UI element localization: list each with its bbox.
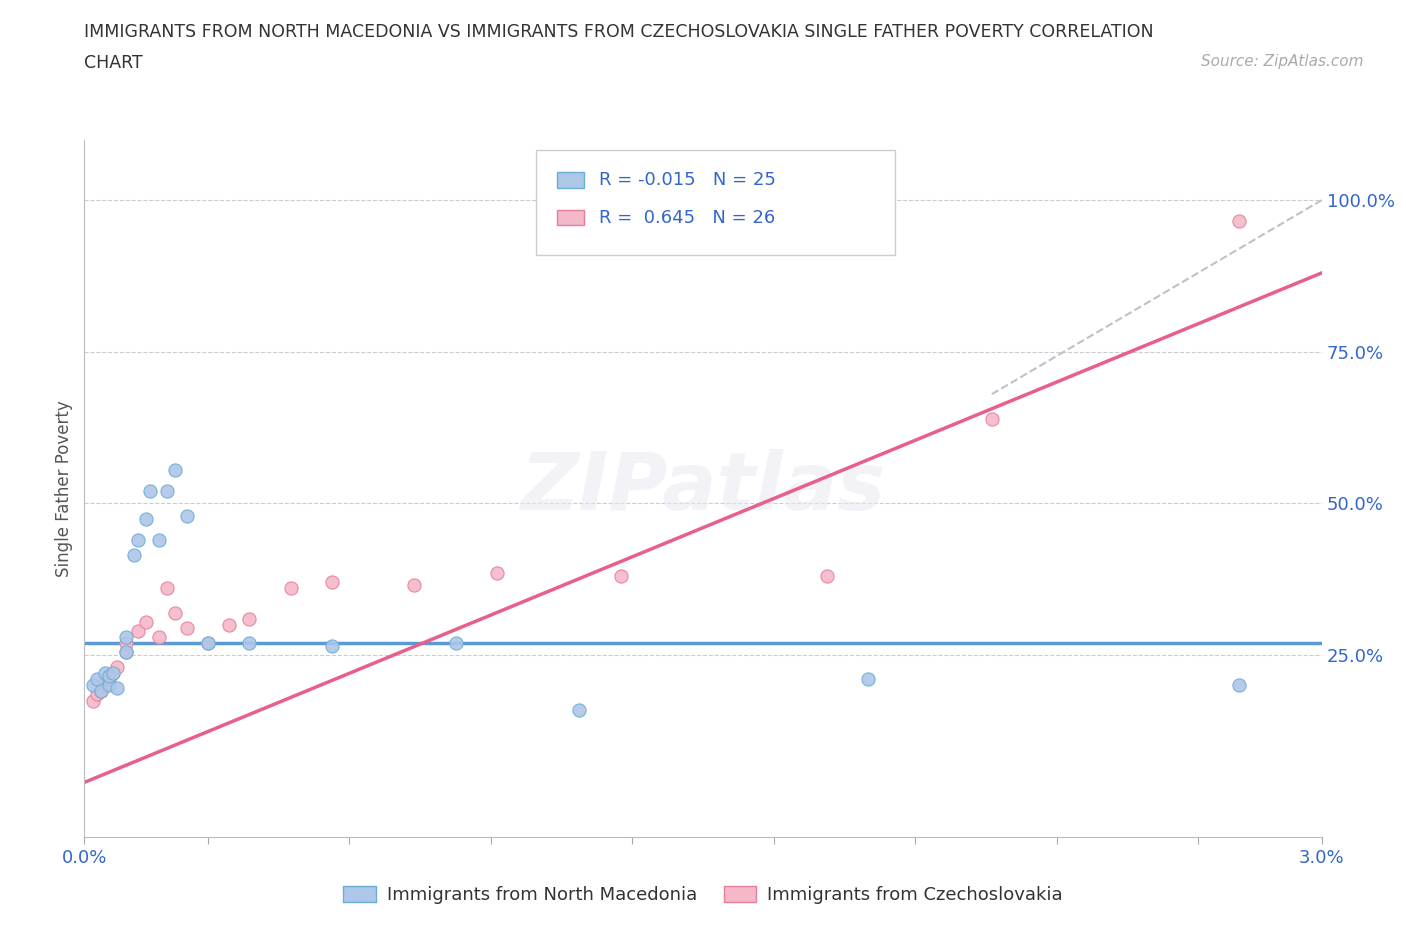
Text: Source: ZipAtlas.com: Source: ZipAtlas.com	[1201, 54, 1364, 69]
Point	[114, 630, 136, 644]
Point	[280, 581, 302, 596]
Point	[114, 644, 136, 659]
Text: IMMIGRANTS FROM NORTH MACEDONIA VS IMMIGRANTS FROM CZECHOSLOVAKIA SINGLE FATHER : IMMIGRANTS FROM NORTH MACEDONIA VS IMMIG…	[84, 23, 1154, 41]
Point	[856, 671, 879, 686]
Point	[139, 484, 162, 498]
Point	[98, 671, 121, 686]
FancyBboxPatch shape	[536, 150, 894, 255]
Point	[103, 666, 125, 681]
Point	[94, 666, 117, 681]
Point	[103, 666, 125, 681]
Point	[197, 635, 219, 650]
Point	[1227, 214, 1250, 229]
Point	[197, 635, 219, 650]
FancyBboxPatch shape	[557, 210, 585, 225]
Point	[404, 578, 426, 592]
FancyBboxPatch shape	[557, 172, 585, 188]
Point	[1227, 678, 1250, 693]
Point	[148, 630, 170, 644]
Point	[815, 569, 838, 584]
Y-axis label: Single Father Poverty: Single Father Poverty	[55, 400, 73, 577]
Point	[122, 548, 145, 563]
Point	[105, 659, 128, 674]
Point	[156, 581, 179, 596]
Point	[238, 635, 260, 650]
Point	[86, 687, 108, 702]
Point	[218, 618, 240, 632]
Point	[176, 508, 198, 523]
Point	[98, 669, 121, 684]
Point	[135, 512, 157, 526]
Point	[86, 671, 108, 686]
Point	[485, 565, 508, 580]
Point	[321, 639, 343, 654]
Text: ZIPatlas: ZIPatlas	[520, 449, 886, 527]
Point	[94, 678, 117, 693]
Legend: Immigrants from North Macedonia, Immigrants from Czechoslovakia: Immigrants from North Macedonia, Immigra…	[336, 879, 1070, 911]
Point	[82, 678, 104, 693]
Point	[98, 678, 121, 693]
Point	[127, 532, 149, 547]
Point	[176, 620, 198, 635]
Point	[980, 411, 1002, 426]
Point	[238, 611, 260, 626]
Point	[321, 575, 343, 590]
Point	[165, 605, 187, 620]
Point	[568, 702, 591, 717]
Text: CHART: CHART	[84, 54, 143, 72]
Point	[114, 635, 136, 650]
Point	[90, 684, 112, 698]
Point	[609, 569, 631, 584]
Text: R = -0.015   N = 25: R = -0.015 N = 25	[599, 171, 776, 189]
Text: R =  0.645   N = 26: R = 0.645 N = 26	[599, 208, 775, 227]
Point	[90, 684, 112, 698]
Point	[114, 644, 136, 659]
Point	[82, 693, 104, 708]
Point	[156, 484, 179, 498]
Point	[127, 623, 149, 638]
Point	[148, 532, 170, 547]
Point	[444, 635, 467, 650]
Point	[135, 614, 157, 629]
Point	[105, 681, 128, 696]
Point	[165, 462, 187, 477]
